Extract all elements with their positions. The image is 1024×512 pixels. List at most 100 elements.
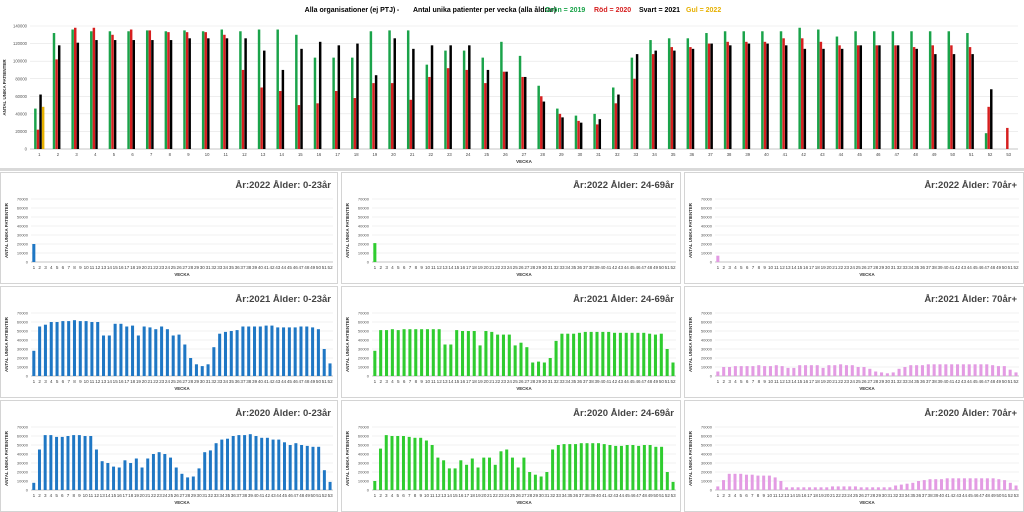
x-tick-label: 5 [55,493,58,498]
x-tick-label: 33 [559,265,565,270]
x-tick-label: 10 [83,493,89,498]
bar [896,45,900,150]
x-tick-label: 36 [235,265,241,270]
y-tick-label: 20000 [701,356,713,361]
bar [803,48,807,149]
y-tick-label: 10000 [701,365,713,370]
x-tick-label: 27 [522,152,527,157]
bar [154,329,158,376]
bar [484,331,488,376]
bar [767,475,771,490]
x-tick-label: 19 [373,152,378,157]
bar [996,366,1000,376]
bar [533,474,537,490]
bar [412,48,415,149]
y-tick-label: 20000 [358,242,370,247]
bar [551,449,555,490]
x-tick-label: 27 [864,493,870,498]
x-tick-label: 41 [264,379,270,384]
x-tick-label: 9 [763,265,766,270]
main-plot-area: 0 20000 40000 60000 80000 100000 120000 140000 1… [2,24,1018,164]
x-tick-label: 26 [519,379,525,384]
bar [265,437,269,490]
x-tick-label: 32 [615,152,620,157]
x-tick-label: 3 [44,265,47,270]
y-tick-label: 40000 [701,338,713,343]
bar [459,460,463,490]
bar [802,487,806,490]
y-tick-label: 30000 [17,347,29,352]
x-tick-label: 7 [150,152,153,157]
bar [408,329,412,376]
x-tick-label: 33 [214,493,220,498]
x-tick-label: 13 [441,493,447,498]
x-tick-label: 28 [185,493,191,498]
x-tick-label: 27 [867,265,873,270]
bar [542,362,546,376]
x-tick-label: 19 [136,265,142,270]
x-tick-label: 12 [94,493,100,498]
legend-2022: Gul = 2022 [686,7,721,14]
x-tick-label: 2 [379,493,382,498]
bar [844,365,848,376]
bar [572,333,576,376]
x-tick-label: 37 [708,152,713,157]
bar [388,30,391,150]
bar [294,443,298,490]
x-tick-label: 29 [536,379,542,384]
x-tick-label: 32 [893,493,899,498]
x-tick-label: 23 [841,493,847,498]
bar [733,366,737,376]
bar [37,449,41,490]
x-tick-label: 1 [33,265,36,270]
x-tick-label: 44 [839,152,844,157]
x-tick-label: 9 [79,265,82,270]
x-tick-label: 7 [67,379,70,384]
y-axis-label: ANTAL UNIKA PATIENTER [688,430,693,486]
x-tick-label: 39 [938,265,944,270]
bar [784,45,788,150]
bar [871,487,875,490]
y-tick-label: 20000 [701,242,713,247]
x-tick-label: 21 [489,265,495,270]
y-tick-label: 20000 [358,356,370,361]
x-tick-label: 22 [495,379,501,384]
bar [579,122,583,149]
x-tick-label: 29 [879,379,885,384]
bar [980,478,984,490]
x-tick-label: 36 [231,493,237,498]
bar [522,457,526,490]
x-tick-label: 6 [402,493,405,498]
x-tick-label: 52 [988,152,993,157]
x-tick-label: 49 [305,493,311,498]
bar [524,76,527,149]
x-tick-label: 19 [478,379,484,384]
bar [282,327,286,376]
x-tick-label: 45 [282,493,288,498]
x-tick-label: 16 [801,493,807,498]
x-tick-label: 39 [745,152,750,157]
x-tick-label: 20 [142,265,148,270]
panel-chart: År:2022 Ålder: 70år+ 0 10000 20000 30000 4000… [688,180,1019,277]
bar [151,454,155,490]
x-tick-label: 41 [783,152,788,157]
bar [815,365,819,376]
bar [831,486,835,490]
bar [436,457,440,490]
bar [939,479,943,490]
x-tick-label: 16 [460,379,466,384]
bar [74,27,77,150]
x-tick-label: 26 [862,379,868,384]
x-tick-label: 48 [647,379,653,384]
y-tick-label: 50000 [701,215,713,220]
bar [297,105,301,149]
bar [842,486,846,490]
bar [723,31,727,149]
bar [589,331,593,376]
bar [763,366,767,376]
bar [203,452,207,490]
x-tick-label: 48 [985,493,991,498]
panel-2022-70plus: År:2022 Ålder: 70år+ 0 10000 20000 30000 4000… [684,172,1024,284]
bar [729,45,732,150]
x-tick-label: 39 [248,493,254,498]
